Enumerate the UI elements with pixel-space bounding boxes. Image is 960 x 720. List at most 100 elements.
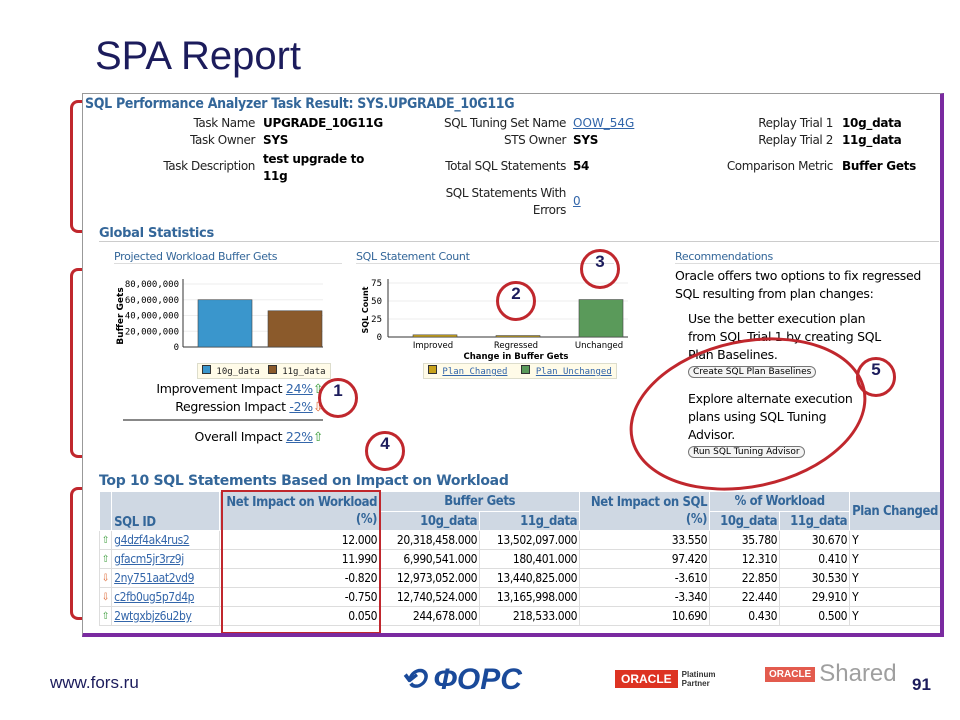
- sql-id-link[interactable]: c2fb0ug5p7d4p: [111, 587, 221, 607]
- field-label: SQL Tuning Set Name: [444, 116, 566, 130]
- overall-impact-link[interactable]: 22%: [285, 429, 313, 444]
- task-header: SQL Performance Analyzer Task Result: SY…: [85, 96, 515, 112]
- field-label: Task Owner: [190, 133, 255, 147]
- improvement-impact: Improvement Impact 24%⇧: [156, 381, 323, 396]
- y-tick-label: 20,000,000: [125, 327, 179, 337]
- plan-changed: Y: [849, 530, 940, 550]
- buffer-10g: 12,973,052.000: [379, 568, 481, 588]
- col-pct-workload: % of Workload: [709, 491, 851, 512]
- bar-11g_data: [267, 310, 323, 348]
- pct-10g: 0.430: [709, 606, 781, 626]
- field-label: Replay Trial 2: [758, 133, 833, 147]
- buffer-11g: 180,401.000: [479, 549, 581, 569]
- x-tick-label: Regressed: [494, 341, 538, 351]
- y-tick-label: 75: [371, 279, 382, 289]
- annotation-circle: 3: [580, 249, 620, 289]
- create-sql-plan-baselines-button[interactable]: Create SQL Plan Baselines: [688, 366, 817, 378]
- col-net-impact-sql[interactable]: Net Impact on SQL (%): [579, 491, 711, 531]
- recommendations-intro: Oracle offers two options to fix regress…: [675, 268, 922, 301]
- y-tick-label: 50: [371, 297, 382, 307]
- bar-regressed: [495, 335, 541, 338]
- bar-improved: [412, 334, 458, 338]
- table-row: ⇩ c2fb0ug5p7d4p -0.750 12,740,524.000 13,165…: [98, 587, 940, 607]
- x-tick-label: Unchanged: [575, 341, 623, 351]
- legend-item[interactable]: Plan Unchanged: [521, 365, 612, 377]
- sts-name-link[interactable]: OOW_54G: [573, 116, 635, 130]
- pct-11g: 30.530: [779, 568, 851, 588]
- regression-impact-link[interactable]: -2%: [289, 399, 313, 414]
- pct-10g: 22.850: [709, 568, 781, 588]
- net-impact-sql: -3.610: [579, 568, 711, 588]
- buffer-11g: 13,440,825.000: [479, 568, 581, 588]
- net-impact-sql: 33.550: [579, 530, 711, 550]
- buffer-11g: 13,502,097.000: [479, 530, 581, 550]
- sql-id-link[interactable]: 2ny751aat2vd9: [111, 568, 221, 588]
- chart1-title: Projected Workload Buffer Gets: [114, 250, 342, 264]
- fors-logo: ⟲ ФОРС: [400, 663, 522, 696]
- sql-id-link[interactable]: gfacm5jr3rz9j: [111, 549, 221, 569]
- field-label: Comparison Metric: [726, 159, 834, 173]
- overall-impact: Overall Impact 22%⇧: [194, 429, 324, 444]
- buffer-10g: 12,740,524.000: [379, 587, 481, 607]
- myshared-watermark: ORACLE Shared: [765, 660, 897, 688]
- top-sql-title: Top 10 SQL Statements Based on Impact on…: [99, 473, 509, 489]
- chart2-legend: Plan Changed Plan Unchanged: [423, 363, 617, 379]
- pct-11g: 0.410: [779, 549, 851, 569]
- arrow-down-icon: ⇩: [312, 399, 323, 414]
- buffer-10g: 20,318,458.000: [379, 530, 481, 550]
- bar-10g_data: [197, 299, 253, 348]
- y-axis-label: Buffer Gets: [116, 287, 126, 344]
- y-tick-label: 25: [371, 315, 382, 325]
- plan-changed: Y: [849, 587, 940, 607]
- table-row: ⇩ 2ny751aat2vd9 -0.820 12,973,052.000 13,440…: [98, 568, 940, 588]
- chart2-title: SQL Statement Count: [356, 250, 614, 264]
- footer-url: www.fors.ru: [50, 673, 139, 692]
- x-axis-label: Change in Buffer Gets: [463, 352, 568, 362]
- fors-logo-icon: ⟲: [400, 663, 426, 696]
- y-tick-label: 40,000,000: [125, 312, 179, 322]
- y-tick-label: 0: [174, 343, 179, 353]
- field-label: Task Description: [163, 159, 255, 173]
- comparison-metric: Buffer Gets: [842, 159, 916, 173]
- buffer-10g: 244,678.000: [379, 606, 481, 626]
- sql-id-link[interactable]: g4dzf4ak4rus2: [111, 530, 221, 550]
- bar-unchanged: [578, 299, 624, 338]
- y-tick-label: 0: [377, 333, 382, 343]
- net-impact-sql: -3.340: [579, 587, 711, 607]
- highlight-box: [221, 490, 381, 633]
- annotation-circle: 5: [856, 357, 896, 397]
- col-pct-11g[interactable]: 11g_data: [779, 511, 851, 531]
- annotation-circle: 4: [365, 431, 405, 471]
- legend-item[interactable]: Plan Changed: [428, 365, 507, 377]
- arrow-down-icon: ⇩: [98, 568, 113, 588]
- net-impact-workload: 11.990: [219, 549, 381, 569]
- col-pct-10g[interactable]: 10g_data: [709, 511, 781, 531]
- arrow-up-icon: ⇧: [98, 606, 113, 626]
- bracket: [70, 100, 84, 233]
- col-net-impact-workload[interactable]: Net Impact on Workload (%): [219, 491, 381, 531]
- annotation-circle: 1: [318, 378, 358, 418]
- run-sql-tuning-advisor-button[interactable]: Run SQL Tuning Advisor: [688, 446, 805, 458]
- legend-item: 11g_data: [267, 365, 326, 377]
- arrow-up-icon: ⇧: [98, 549, 113, 569]
- col-buffer-10g[interactable]: 10g_data: [379, 511, 481, 531]
- chart1-legend: 10g_data 11g_data: [197, 363, 331, 379]
- bracket: [70, 487, 84, 620]
- net-impact-sql: 97.420: [579, 549, 711, 569]
- buffer-10g: 6,990,541.000: [379, 549, 481, 569]
- col-buffer-11g[interactable]: 11g_data: [479, 511, 581, 531]
- buffer-11g: 218,533.000: [479, 606, 581, 626]
- buffer-11g: 13,165,998.000: [479, 587, 581, 607]
- impact-summary: Improvement Impact 24%⇧ Regression Impac…: [123, 381, 323, 444]
- col-sql-id[interactable]: SQL ID: [111, 491, 221, 531]
- oracle-partner-logo: ORACLE Platinum Partner: [615, 670, 715, 688]
- errors-link[interactable]: 0: [573, 194, 581, 208]
- arrow-up-icon: ⇧: [98, 530, 113, 550]
- plan-changed: Y: [849, 606, 940, 626]
- recommendations-title: Recommendations: [675, 250, 940, 264]
- col-plan-changed[interactable]: Plan Changed: [849, 491, 940, 531]
- field-label: Total SQL Statements: [445, 159, 566, 173]
- improvement-impact-link[interactable]: 24%: [285, 381, 313, 396]
- sql-id-link[interactable]: 2wtgxbjz6u2by: [111, 606, 221, 626]
- col-buffer-gets: Buffer Gets: [379, 491, 581, 512]
